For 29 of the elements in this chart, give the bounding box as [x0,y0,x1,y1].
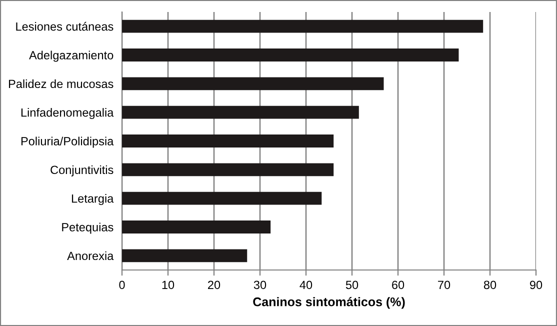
x-tick-label: 50 [346,280,358,290]
y-tick-label: Lesiones cutáneas [16,22,114,31]
x-tick-label: 30 [254,280,266,290]
y-tick-label: Poliuria/Polidipsia [21,136,114,148]
y-tick-label: Conjuntivitis [50,165,114,176]
bar [122,77,384,90]
x-tick-label: 90 [530,280,542,290]
y-tick-label: Linfadenomegalia [21,108,114,120]
x-tick-label: 0 [119,280,125,290]
x-tick-label: 20 [208,280,220,290]
bar [122,163,334,176]
bar [122,134,334,148]
x-tick-label: 60 [392,280,404,290]
y-tick-label: Anorexia [67,251,114,260]
y-tick-label: Palidez de mucosas [8,79,114,88]
x-tick-label: 80 [484,280,496,290]
bar [122,220,271,234]
y-tick-label: Adelgazamiento [29,50,114,62]
x-tick-label: 40 [300,280,312,290]
bar [122,249,248,262]
bar [122,106,359,119]
bar [122,20,484,33]
bar [122,192,322,205]
x-tick-label: 70 [438,280,450,290]
x-axis-title: Caninos sintomáticos (%) [253,296,405,309]
y-tick-label: Letargia [72,194,114,206]
x-tick-label: 10 [162,280,174,290]
y-tick-label: Petequias [62,222,114,234]
bar [122,48,459,62]
